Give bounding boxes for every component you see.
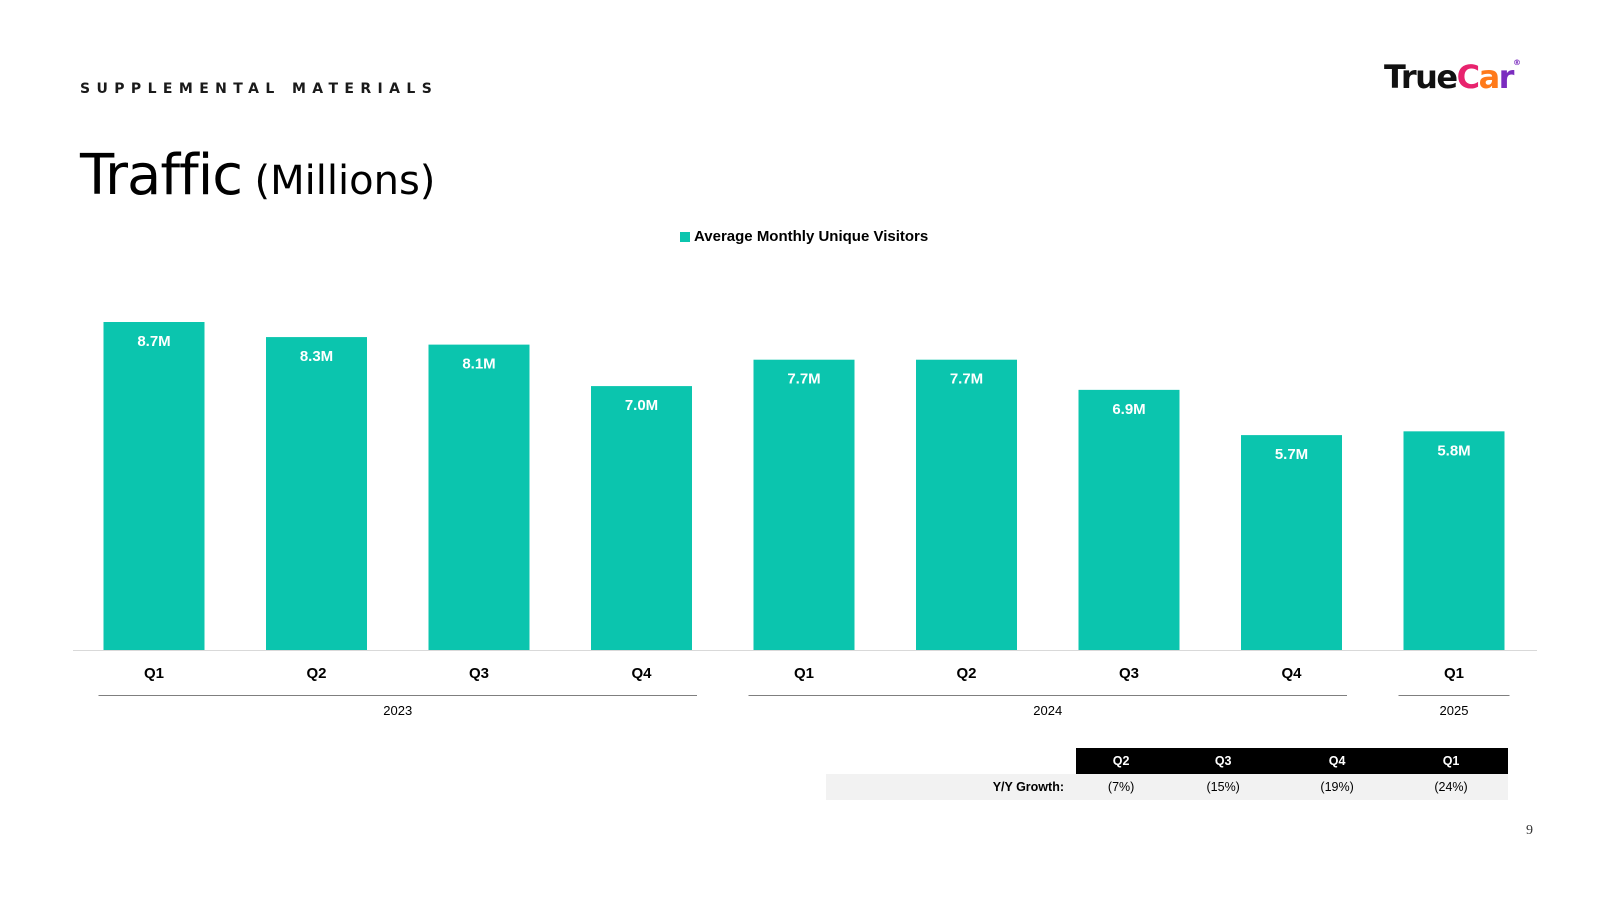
x-tick-label: Q4 bbox=[1281, 665, 1302, 682]
yy-value: (7%) bbox=[1076, 774, 1167, 800]
yy-label: Y/Y Growth: bbox=[826, 774, 1076, 800]
bar-value-label: 6.9M bbox=[1112, 401, 1145, 418]
bar-chart: 8.7M Q1 8.3M Q2 8.1M Q3 7.0M Q4 7.7M Q1 7.7M Q2 6.9M… bbox=[73, 322, 1537, 718]
yy-value: (15%) bbox=[1166, 774, 1281, 800]
yy-header-row: Q2 Q3 Q4 Q1 bbox=[826, 748, 1508, 774]
section-label: SUPPLEMENTAL MATERIALS bbox=[80, 81, 439, 97]
yy-header-blank bbox=[826, 748, 1076, 774]
yy-growth-table: Q2 Q3 Q4 Q1 Y/Y Growth: (7%) (15%) (19%)… bbox=[826, 748, 1508, 800]
page-number: 9 bbox=[1526, 823, 1533, 838]
bar-value-label: 8.7M bbox=[137, 333, 170, 350]
bar bbox=[266, 337, 367, 650]
x-tick-label: Q1 bbox=[794, 665, 814, 682]
yy-header-q4: Q4 bbox=[1280, 748, 1395, 774]
legend-swatch bbox=[680, 231, 690, 242]
bar bbox=[103, 322, 205, 650]
legend-label: Average Monthly Unique Visitors bbox=[694, 228, 929, 245]
bar bbox=[1078, 389, 1180, 650]
x-tick-label: Q2 bbox=[956, 665, 976, 682]
bar-value-label: 7.0M bbox=[625, 397, 658, 414]
bar bbox=[1241, 435, 1342, 650]
group-year-label: 2025 bbox=[1440, 703, 1469, 718]
chart-legend: Average Monthly Unique Visitors bbox=[680, 228, 928, 245]
yy-header-q3: Q3 bbox=[1166, 748, 1281, 774]
bar bbox=[916, 359, 1017, 650]
title-unit: (Millions) bbox=[254, 158, 436, 204]
bar bbox=[1403, 431, 1505, 650]
bar-value-label: 7.7M bbox=[787, 371, 820, 388]
x-tick-label: Q1 bbox=[1444, 665, 1464, 682]
title-main: Traffic bbox=[80, 143, 243, 208]
group-year-label: 2023 bbox=[383, 703, 412, 718]
truecar-logo: TrueCar® bbox=[1384, 58, 1521, 96]
yy-values-row: Y/Y Growth: (7%) (15%) (19%) (24%) bbox=[826, 774, 1508, 800]
group-year-label: 2024 bbox=[1033, 703, 1062, 718]
x-tick-label: Q2 bbox=[306, 665, 326, 682]
bar-value-label: 8.3M bbox=[300, 348, 333, 365]
yy-value: (19%) bbox=[1280, 774, 1395, 800]
x-tick-label: Q3 bbox=[469, 665, 489, 682]
x-tick-label: Q3 bbox=[1119, 665, 1139, 682]
bar bbox=[428, 344, 530, 650]
x-tick-label: Q4 bbox=[631, 665, 652, 682]
yy-value: (24%) bbox=[1394, 774, 1508, 800]
bar-value-label: 7.7M bbox=[950, 371, 983, 388]
bar-value-label: 5.8M bbox=[1437, 442, 1470, 459]
yy-header-q2: Q2 bbox=[1076, 748, 1167, 774]
x-tick-label: Q1 bbox=[144, 665, 164, 682]
bar bbox=[753, 359, 855, 650]
page-title: Traffic (Millions) bbox=[80, 143, 435, 208]
bar bbox=[591, 386, 692, 650]
bar-value-label: 8.1M bbox=[462, 356, 495, 373]
yy-header-q1: Q1 bbox=[1394, 748, 1508, 774]
bar-value-label: 5.7M bbox=[1275, 446, 1308, 463]
